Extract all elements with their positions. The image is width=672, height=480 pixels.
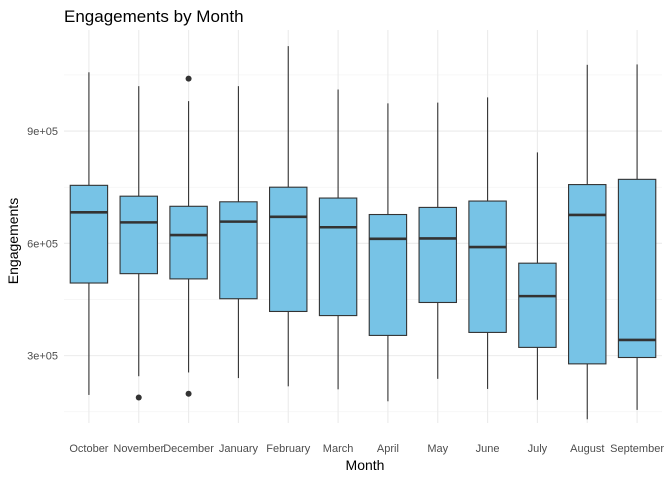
- box-iqr: [569, 185, 606, 364]
- box-iqr: [270, 187, 307, 311]
- box-iqr: [618, 179, 655, 357]
- x-tick-label: August: [570, 443, 604, 455]
- outlier-point: [186, 76, 192, 82]
- x-tick-label: April: [377, 443, 399, 455]
- x-tick-label: September: [610, 443, 664, 455]
- box-iqr: [170, 206, 207, 279]
- x-tick-label: June: [476, 443, 500, 455]
- x-tick-label: February: [266, 443, 311, 455]
- x-tick-label: May: [427, 443, 448, 455]
- x-tick-label: December: [163, 443, 214, 455]
- box-iqr: [519, 263, 556, 347]
- outlier-point: [186, 391, 192, 397]
- x-tick-label: October: [69, 443, 108, 455]
- box-iqr: [220, 202, 257, 299]
- box-iqr: [419, 207, 456, 302]
- y-axis-title: Engagements: [5, 198, 21, 284]
- box-iqr: [469, 201, 506, 332]
- y-tick-label: 9e+05: [27, 126, 58, 138]
- outlier-point: [136, 395, 142, 401]
- x-tick-label: July: [528, 443, 548, 455]
- x-tick-label: January: [219, 443, 259, 455]
- x-tick-label: November: [113, 443, 164, 455]
- y-tick-label: 6e+05: [27, 238, 58, 250]
- y-tick-label: 3e+05: [27, 351, 58, 363]
- chart-title: Engagements by Month: [64, 7, 244, 26]
- box-iqr: [369, 215, 406, 336]
- box-iqr: [319, 198, 356, 316]
- x-tick-label: March: [323, 443, 354, 455]
- box-iqr: [120, 196, 157, 273]
- x-axis-title: Month: [346, 457, 385, 473]
- box-iqr: [70, 185, 107, 283]
